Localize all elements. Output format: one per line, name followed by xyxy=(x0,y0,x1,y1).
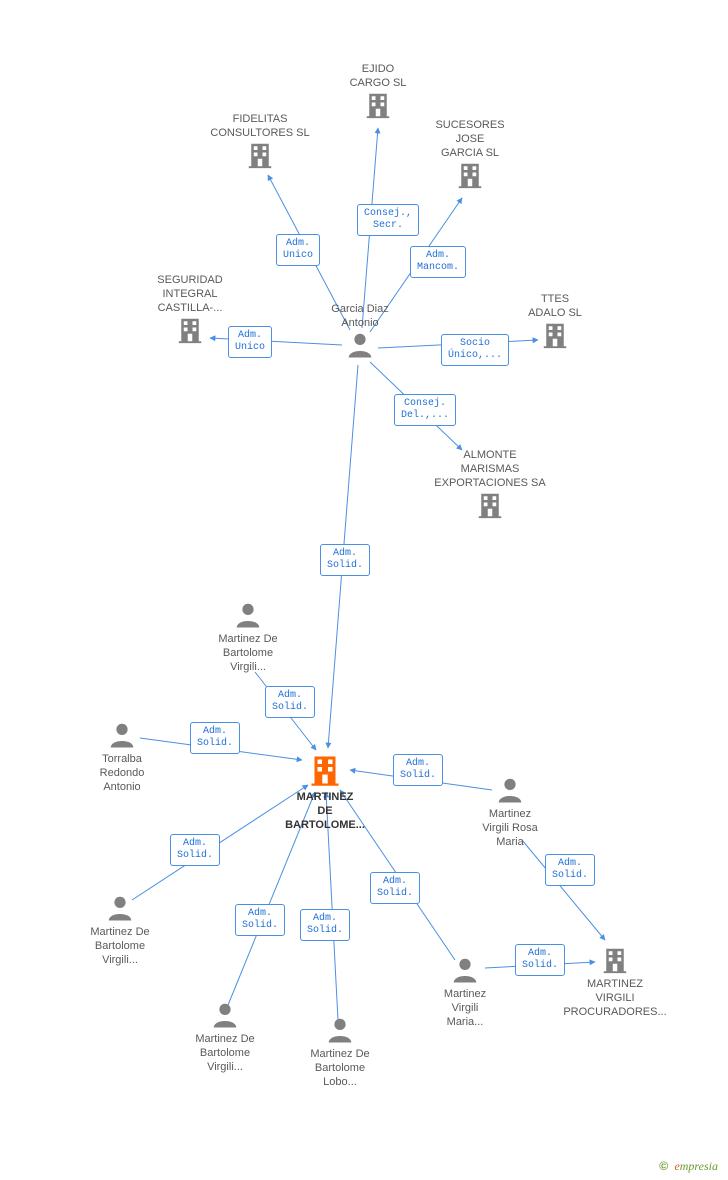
node-mvrosa[interactable]: Martinez Virgili Rosa Maria xyxy=(450,775,570,849)
person-icon xyxy=(450,775,570,805)
node-label: Garcia Diaz Antonio xyxy=(300,302,420,330)
edge-label: Adm.Unico xyxy=(228,326,272,358)
building-icon xyxy=(555,945,675,975)
node-label: MARTINEZ DE BARTOLOME... xyxy=(265,790,385,832)
edge-label: Adm.Solid. xyxy=(545,854,595,886)
person-icon xyxy=(60,893,180,923)
node-mdbv3[interactable]: Martinez De Bartolome Virgili... xyxy=(165,1000,285,1074)
node-mdblobo[interactable]: Martinez De Bartolome Lobo... xyxy=(280,1015,400,1089)
person-icon xyxy=(165,1000,285,1030)
node-label: Torralba Redondo Antonio xyxy=(62,752,182,794)
node-label: Martinez De Bartolome Virgili... xyxy=(60,925,180,967)
node-ejido[interactable]: EJIDO CARGO SL xyxy=(318,60,438,120)
edge-label: Adm.Mancom. xyxy=(410,246,466,278)
edge-label: Consej.Del.,... xyxy=(394,394,456,426)
building-icon xyxy=(200,140,320,170)
building-icon xyxy=(430,490,550,520)
edge-label: Adm.Solid. xyxy=(393,754,443,786)
node-mdbv2[interactable]: Martinez De Bartolome Virgili... xyxy=(60,893,180,967)
brand-rest: mpresia xyxy=(680,1159,718,1173)
node-label: SEGURIDAD INTEGRAL CASTILLA-... xyxy=(130,273,250,315)
edge-label: Consej.,Secr. xyxy=(357,204,419,236)
node-label: ALMONTE MARISMAS EXPORTACIONES SA xyxy=(430,448,550,490)
edge-label: Adm.Solid. xyxy=(170,834,220,866)
node-central[interactable]: MARTINEZ DE BARTOLOME... xyxy=(265,752,385,832)
edge-label: Adm.Unico xyxy=(276,234,320,266)
person-icon xyxy=(405,955,525,985)
node-mdbv1[interactable]: Martinez De Bartolome Virgili... xyxy=(188,600,308,674)
node-label: MARTINEZ VIRGILI PROCURADORES... xyxy=(555,977,675,1019)
person-icon xyxy=(188,600,308,630)
node-fidelitas[interactable]: FIDELITAS CONSULTORES SL xyxy=(200,110,320,170)
watermark: © empresia xyxy=(659,1159,718,1174)
edge-label: Adm.Solid. xyxy=(370,872,420,904)
edge-label: Adm.Solid. xyxy=(320,544,370,576)
node-label: TTES ADALO SL xyxy=(495,292,615,320)
node-garcia[interactable]: Garcia Diaz Antonio xyxy=(300,300,420,360)
person-icon xyxy=(62,720,182,750)
node-label: Martinez De Bartolome Virgili... xyxy=(165,1032,285,1074)
node-label: Martinez Virgili Rosa Maria xyxy=(450,807,570,849)
node-torralba[interactable]: Torralba Redondo Antonio xyxy=(62,720,182,794)
node-label: FIDELITAS CONSULTORES SL xyxy=(200,112,320,140)
edge-label: Adm.Solid. xyxy=(265,686,315,718)
building-icon xyxy=(265,752,385,788)
node-almonte[interactable]: ALMONTE MARISMAS EXPORTACIONES SA xyxy=(430,446,550,520)
person-icon xyxy=(280,1015,400,1045)
node-label: Martinez De Bartolome Virgili... xyxy=(188,632,308,674)
node-label: Martinez De Bartolome Lobo... xyxy=(280,1047,400,1089)
building-icon xyxy=(410,160,530,190)
building-icon xyxy=(495,320,615,350)
node-sucesores[interactable]: SUCESORES JOSE GARCIA SL xyxy=(410,116,530,190)
edge-label: Adm.Solid. xyxy=(190,722,240,754)
edge-label: SocioÚnico,... xyxy=(441,334,509,366)
edge-label: Adm.Solid. xyxy=(515,944,565,976)
node-mvmaria[interactable]: Martinez Virgili Maria... xyxy=(405,955,525,1029)
edge-label: Adm.Solid. xyxy=(300,909,350,941)
node-mvproc[interactable]: MARTINEZ VIRGILI PROCURADORES... xyxy=(555,945,675,1019)
copyright-symbol: © xyxy=(659,1159,668,1173)
node-label: SUCESORES JOSE GARCIA SL xyxy=(410,118,530,160)
node-ttes[interactable]: TTES ADALO SL xyxy=(495,290,615,350)
node-label: Martinez Virgili Maria... xyxy=(405,987,525,1029)
node-label: EJIDO CARGO SL xyxy=(318,62,438,90)
edge-label: Adm.Solid. xyxy=(235,904,285,936)
person-icon xyxy=(300,330,420,360)
